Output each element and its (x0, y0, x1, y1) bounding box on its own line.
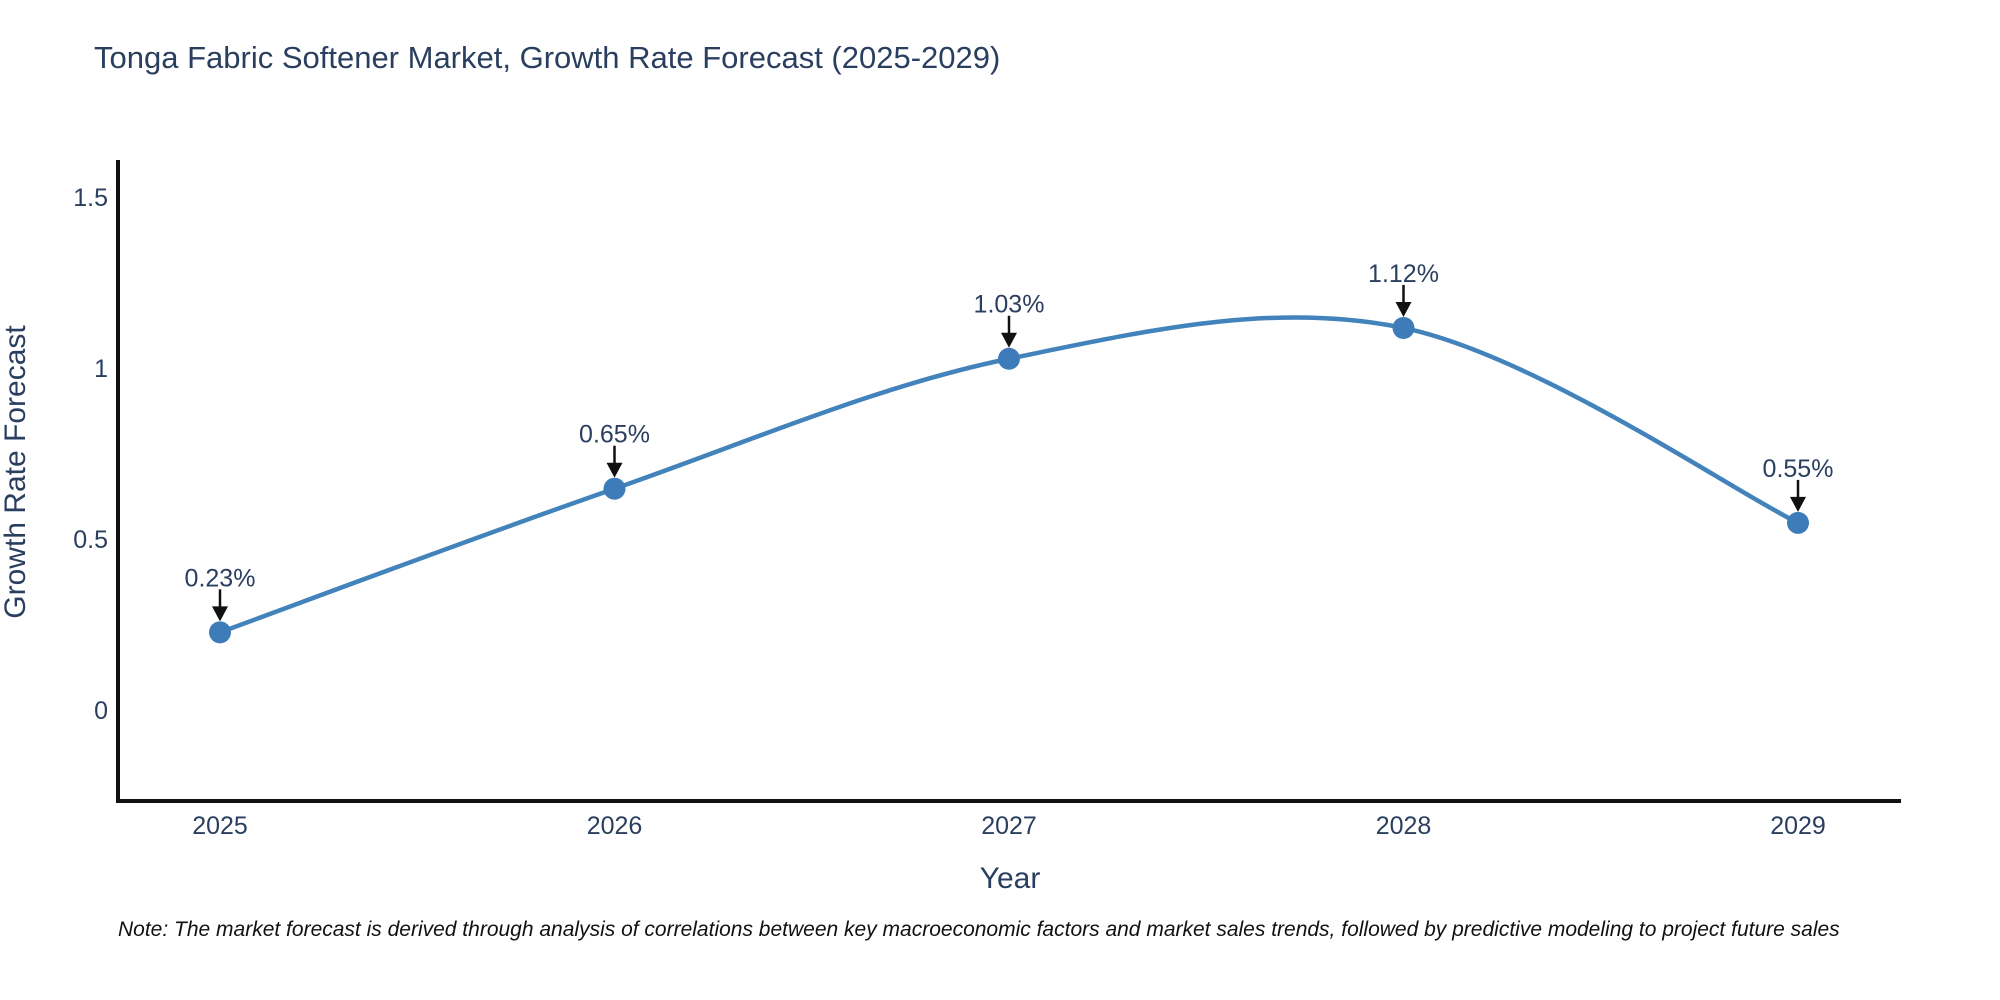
y-tick-label: 1.5 (73, 184, 108, 212)
data-point-marker (1392, 316, 1415, 339)
y-axis-title: Growth Rate Forecast (0, 325, 32, 619)
data-point-marker (209, 621, 231, 644)
data-point-label: 0.23% (185, 564, 256, 592)
tick-labels: 1.5 1 0.5 0 2025 2026 2027 2028 2029 (73, 184, 1826, 840)
x-tick-label: 2029 (1770, 812, 1826, 840)
axes (116, 160, 1901, 803)
annotation-arrowhead (1001, 332, 1017, 348)
data-series (209, 315, 1809, 644)
point-annotations: 0.23% 0.65% 1.03% 1.12% 0.55% (185, 260, 1834, 622)
y-tick-label: 1 (94, 355, 108, 383)
x-tick-label: 2028 (1376, 812, 1432, 840)
x-axis-title: Year (980, 862, 1041, 895)
data-point-marker (1787, 511, 1809, 534)
chart-title: Tonga Fabric Softener Market, Growth Rat… (94, 40, 1001, 75)
y-tick-label: 0 (94, 697, 108, 725)
x-tick-label: 2027 (981, 812, 1037, 840)
x-tick-label: 2025 (192, 812, 248, 840)
data-point-label: 1.03% (974, 291, 1045, 319)
data-point-marker (998, 347, 1020, 370)
data-point-label: 1.12% (1368, 260, 1439, 288)
x-tick-label: 2026 (587, 812, 643, 840)
annotation-arrowhead (1395, 301, 1412, 317)
data-point-marker (603, 477, 626, 500)
footnote: Note: The market forecast is derived thr… (118, 918, 1840, 941)
data-point-label: 0.65% (579, 421, 650, 449)
annotation-arrowhead (606, 462, 623, 478)
y-tick-label: 0.5 (73, 526, 108, 554)
data-point-label: 0.55% (1763, 455, 1834, 483)
annotation-arrowhead (1790, 496, 1806, 512)
annotation-arrowhead (212, 606, 228, 622)
